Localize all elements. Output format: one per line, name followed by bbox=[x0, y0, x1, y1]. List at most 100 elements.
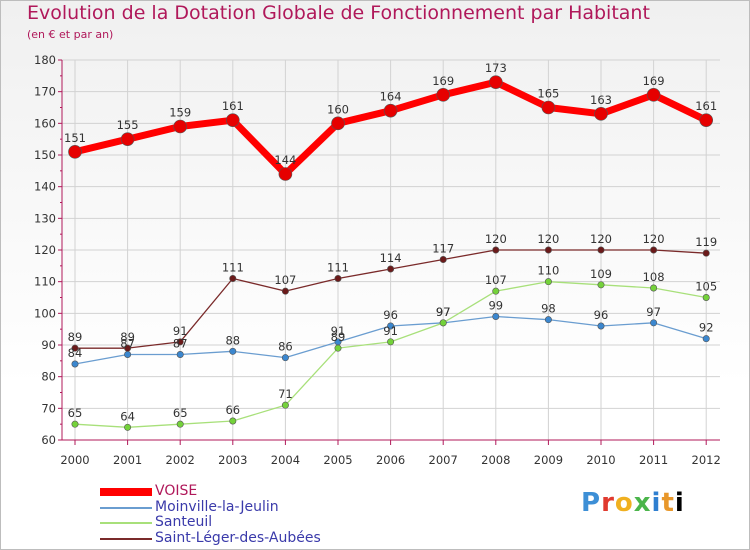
y-tick-label: 90 bbox=[41, 338, 56, 352]
data-label: 120 bbox=[537, 232, 559, 246]
data-point bbox=[702, 335, 710, 343]
data-label: 111 bbox=[327, 261, 349, 275]
data-point bbox=[71, 420, 79, 428]
legend-swatch bbox=[100, 488, 152, 496]
data-point bbox=[124, 423, 132, 431]
data-point bbox=[544, 246, 552, 254]
data-label: 108 bbox=[643, 270, 665, 284]
x-tick-label: 2006 bbox=[376, 453, 405, 467]
data-point bbox=[71, 344, 79, 352]
data-point bbox=[436, 88, 451, 102]
y-tick-label: 170 bbox=[34, 85, 56, 99]
data-point bbox=[331, 116, 345, 131]
data-label: 161 bbox=[695, 99, 717, 113]
data-label: 97 bbox=[436, 305, 451, 319]
data-point bbox=[650, 246, 658, 254]
data-label: 173 bbox=[485, 61, 507, 75]
data-point bbox=[439, 255, 447, 263]
data-label: 155 bbox=[117, 118, 139, 132]
series-layer bbox=[68, 75, 714, 431]
data-label: 109 bbox=[590, 267, 612, 281]
data-label: 107 bbox=[485, 273, 507, 287]
data-label: 65 bbox=[68, 406, 83, 420]
data-label: 98 bbox=[541, 302, 556, 316]
chart-subtitle: (en € et par an) bbox=[27, 28, 114, 41]
data-label: 89 bbox=[120, 330, 135, 344]
x-tick-label: 2012 bbox=[692, 453, 721, 467]
x-tick-label: 2003 bbox=[218, 453, 247, 467]
data-point bbox=[281, 287, 289, 295]
data-point bbox=[544, 316, 552, 324]
legend-swatch bbox=[100, 506, 152, 509]
data-point bbox=[387, 322, 395, 330]
data-point bbox=[278, 167, 293, 181]
data-label: 160 bbox=[327, 102, 349, 116]
data-label: 110 bbox=[537, 264, 559, 278]
y-tick-label: 100 bbox=[34, 306, 56, 320]
data-point bbox=[650, 319, 658, 327]
data-point bbox=[702, 293, 710, 301]
y-tick-label: 150 bbox=[34, 148, 56, 162]
data-point bbox=[597, 281, 605, 289]
data-point bbox=[383, 103, 398, 118]
x-tick-label: 2007 bbox=[429, 453, 458, 467]
y-tick-label: 140 bbox=[34, 180, 56, 194]
y-tick-label: 130 bbox=[34, 211, 56, 225]
data-label: 165 bbox=[537, 87, 559, 101]
data-point bbox=[124, 344, 132, 352]
y-tick-label: 110 bbox=[34, 275, 56, 289]
legend-label: VOISE bbox=[155, 483, 198, 499]
legend-label: Saint-Léger-des-Aubées bbox=[155, 529, 321, 546]
data-label: 120 bbox=[485, 232, 507, 246]
data-point bbox=[544, 278, 552, 286]
data-point bbox=[646, 88, 661, 102]
brand-logo: Proxiti bbox=[581, 488, 685, 518]
data-point bbox=[492, 287, 500, 295]
data-label: 64 bbox=[120, 409, 135, 423]
x-tick-label: 2010 bbox=[586, 453, 615, 467]
data-label: 169 bbox=[643, 74, 665, 88]
data-label: 87 bbox=[120, 337, 135, 351]
x-tick-label: 2004 bbox=[271, 453, 300, 467]
data-label: 87 bbox=[173, 337, 188, 351]
y-tick-label: 60 bbox=[41, 433, 56, 447]
y-tick-label: 160 bbox=[34, 116, 56, 130]
y-tick-label: 180 bbox=[34, 53, 56, 67]
y-tick-label: 70 bbox=[41, 401, 56, 415]
data-point bbox=[387, 265, 395, 273]
data-point bbox=[439, 319, 447, 327]
x-tick-label: 2005 bbox=[323, 453, 352, 467]
data-label: 86 bbox=[278, 340, 293, 354]
data-label: 71 bbox=[278, 387, 293, 401]
x-tick-label: 2001 bbox=[113, 453, 142, 467]
data-label: 163 bbox=[590, 93, 612, 107]
data-label: 111 bbox=[222, 261, 244, 275]
data-point bbox=[176, 420, 184, 428]
data-label: 89 bbox=[331, 330, 346, 344]
y-tick-label: 120 bbox=[34, 243, 56, 257]
data-point bbox=[229, 417, 237, 425]
data-label: 91 bbox=[383, 324, 398, 338]
data-point bbox=[650, 284, 658, 292]
data-label: 84 bbox=[68, 346, 83, 360]
x-tick-label: 2002 bbox=[166, 453, 195, 467]
data-point bbox=[120, 132, 135, 146]
data-point bbox=[492, 246, 500, 254]
data-point bbox=[597, 246, 605, 254]
data-point bbox=[68, 145, 82, 159]
data-point bbox=[334, 274, 342, 282]
data-point bbox=[176, 338, 184, 346]
data-label: 66 bbox=[225, 403, 240, 417]
data-point bbox=[488, 75, 503, 89]
data-label: 99 bbox=[488, 299, 503, 313]
y-tick-label: 80 bbox=[41, 370, 56, 384]
data-point bbox=[492, 312, 500, 320]
x-tick-label: 2011 bbox=[639, 453, 668, 467]
data-label: 91 bbox=[173, 324, 188, 338]
data-point bbox=[226, 113, 240, 127]
data-label: 114 bbox=[380, 251, 402, 265]
data-point bbox=[702, 249, 710, 257]
data-label: 159 bbox=[169, 106, 191, 120]
